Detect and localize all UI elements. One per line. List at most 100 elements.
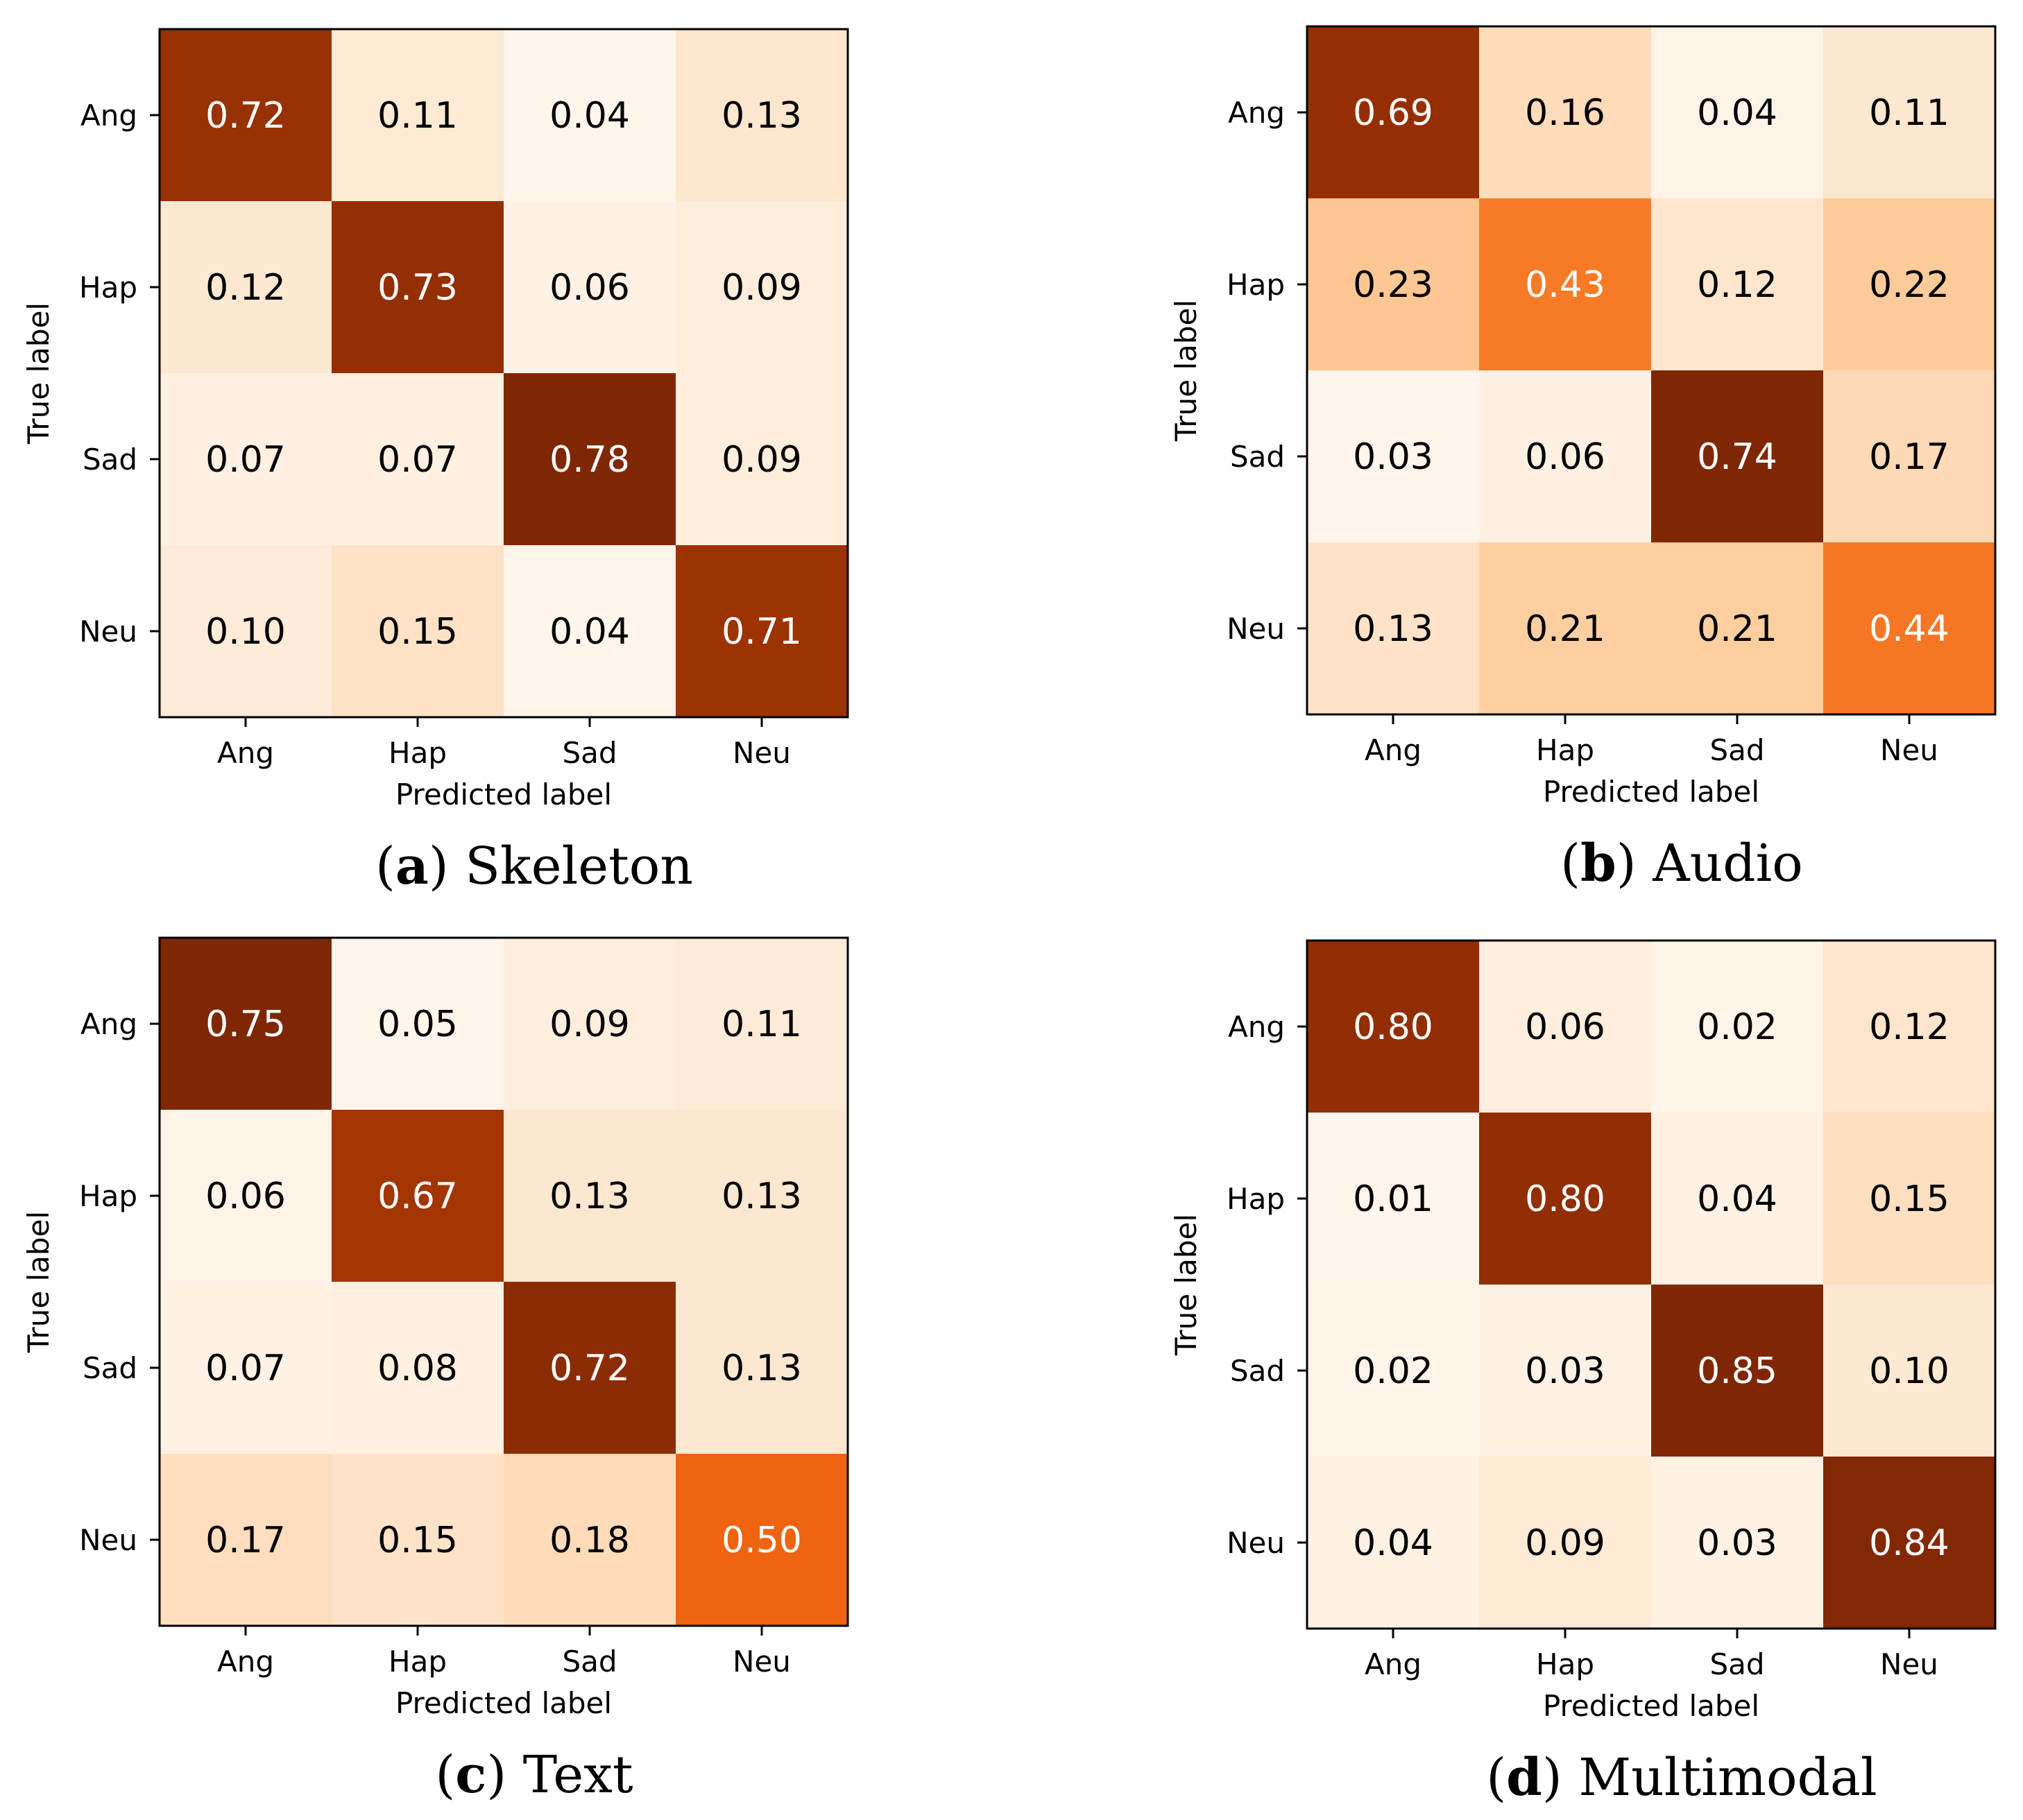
cell-ang-sad	[1651, 26, 1824, 199]
y-tick-label: Sad	[83, 443, 137, 477]
x-tick-label: Hap	[389, 736, 447, 770]
cell-value-label: 0.72	[205, 95, 286, 137]
y-tick-label: Sad	[1230, 1354, 1285, 1388]
x-tick-label: Neu	[1880, 733, 1938, 767]
cell-neu-sad	[1651, 542, 1824, 715]
cell-value-label: 0.12	[1697, 264, 1777, 306]
cell-neu-neu	[1823, 1457, 1996, 1629]
cell-sad-sad	[1651, 1285, 1824, 1457]
cell-value-label: 0.50	[722, 1520, 802, 1561]
cell-sad-ang	[160, 1282, 332, 1454]
axes-frame	[158, 936, 849, 1627]
cell-value-label: 0.15	[1869, 1178, 1949, 1220]
cell-neu-ang	[1307, 1457, 1480, 1629]
cell-value-label: 0.02	[1353, 1350, 1433, 1392]
cell-ang-hap	[1479, 26, 1652, 199]
cell-value-label: 0.13	[722, 1348, 802, 1389]
cell-neu-neu	[676, 1454, 848, 1626]
x-tick-label: Hap	[389, 1645, 447, 1679]
cell-neu-sad	[504, 545, 676, 718]
y-axis-title: True label	[22, 302, 56, 445]
cell-value-label: 0.80	[1353, 1006, 1433, 1048]
cell-value-label: 0.06	[1525, 1006, 1605, 1048]
cell-hap-neu	[676, 1110, 848, 1282]
cell-value-label: 0.44	[1869, 608, 1949, 650]
caption-letter: d	[1506, 1748, 1542, 1808]
cell-value-label: 0.73	[377, 267, 458, 309]
cell-value-label: 0.69	[1353, 92, 1433, 134]
cell-value-label: 0.07	[377, 439, 458, 481]
cell-value-label: 0.04	[549, 95, 630, 137]
cell-sad-hap	[332, 373, 504, 546]
y-tick-label: Neu	[79, 1523, 137, 1557]
x-tick-label: Sad	[1709, 733, 1764, 767]
axes-frame	[1306, 939, 1997, 1630]
panel-caption: (d) Multimodal	[1486, 1748, 1877, 1808]
cell-value-label: 0.12	[1869, 1006, 1949, 1048]
cell-hap-ang	[160, 201, 332, 374]
y-tick-label: Hap	[79, 271, 137, 304]
caption-letter: b	[1580, 834, 1616, 893]
cell-value-label: 0.85	[1697, 1350, 1777, 1392]
cell-value-label: 0.04	[1697, 1178, 1777, 1220]
y-tick-label: Hap	[1227, 1182, 1285, 1216]
cell-hap-ang	[1307, 1113, 1480, 1285]
cell-value-label: 0.09	[549, 1004, 630, 1045]
cell-hap-hap	[1479, 1113, 1652, 1285]
caption-title: Audio	[1652, 834, 1803, 893]
cell-value-label: 0.02	[1697, 1006, 1777, 1048]
x-tick-label: Sad	[1709, 1647, 1764, 1681]
cell-ang-sad	[504, 938, 676, 1110]
cell-sad-ang	[1307, 370, 1480, 543]
caption-title: Text	[523, 1745, 633, 1805]
x-tick-label: Sad	[562, 736, 617, 770]
x-tick-label: Neu	[733, 1645, 791, 1679]
caption-letter: a	[395, 836, 429, 896]
cell-hap-sad	[1651, 198, 1824, 371]
cell-ang-hap	[1479, 941, 1652, 1113]
cell-value-label: 0.04	[549, 611, 630, 653]
cell-hap-neu	[676, 201, 848, 374]
x-tick-label: Ang	[1365, 1647, 1422, 1681]
caption-paren-open: (	[1560, 834, 1580, 893]
x-axis-title: Predicted label	[1543, 1689, 1759, 1723]
x-tick-label: Sad	[562, 1645, 617, 1679]
x-tick-label: Ang	[217, 736, 274, 770]
cell-ang-neu	[1823, 26, 1996, 199]
cell-neu-ang	[160, 545, 332, 718]
caption-title: Multimodal	[1578, 1748, 1877, 1808]
cell-sad-hap	[332, 1282, 504, 1454]
cell-ang-neu	[676, 938, 848, 1110]
caption-paren-open: (	[375, 836, 395, 896]
cell-neu-ang	[1307, 542, 1480, 715]
cell-value-label: 0.23	[1353, 264, 1433, 306]
cell-hap-hap	[332, 1110, 504, 1282]
cell-neu-ang	[160, 1454, 332, 1626]
cell-value-label: 0.10	[205, 611, 286, 653]
y-axis-title: True label	[1169, 300, 1203, 442]
cell-value-label: 0.80	[1525, 1178, 1605, 1220]
cell-value-label: 0.13	[722, 95, 802, 137]
cell-neu-hap	[332, 1454, 504, 1626]
cell-value-label: 0.11	[722, 1004, 802, 1045]
cell-neu-hap	[1479, 542, 1652, 715]
x-axis-title: Predicted label	[1543, 775, 1759, 809]
y-tick-label: Neu	[1227, 1526, 1285, 1560]
cell-sad-sad	[1651, 370, 1824, 543]
cell-value-label: 0.71	[722, 611, 802, 653]
cell-hap-neu	[1823, 1113, 1996, 1285]
y-tick-label: Ang	[80, 98, 137, 132]
cell-hap-hap	[332, 201, 504, 374]
cell-ang-sad	[1651, 941, 1824, 1113]
y-axis-title: True label	[22, 1211, 56, 1353]
cell-value-label: 0.13	[1353, 608, 1433, 650]
cell-value-label: 0.17	[1869, 436, 1949, 478]
cell-sad-hap	[1479, 1285, 1652, 1457]
cell-ang-ang	[1307, 941, 1480, 1113]
cell-hap-sad	[1651, 1113, 1824, 1285]
cell-value-label: 0.75	[205, 1004, 286, 1045]
cell-value-label: 0.21	[1525, 608, 1605, 650]
cell-hap-hap	[1479, 198, 1652, 371]
cell-hap-sad	[504, 201, 676, 374]
